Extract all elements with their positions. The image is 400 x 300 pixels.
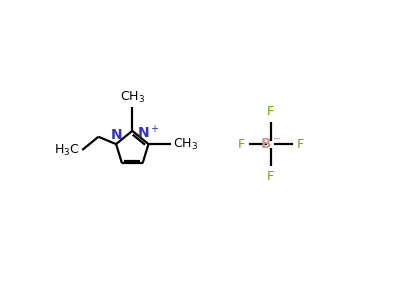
Text: F: F bbox=[238, 138, 245, 151]
Text: F: F bbox=[267, 106, 274, 118]
Text: F: F bbox=[267, 170, 274, 183]
Text: B$^-$: B$^-$ bbox=[260, 137, 282, 151]
Text: F: F bbox=[296, 138, 304, 151]
Text: CH$_3$: CH$_3$ bbox=[120, 90, 145, 105]
Text: H$_3$C: H$_3$C bbox=[54, 142, 80, 158]
Text: N: N bbox=[110, 128, 122, 142]
Text: CH$_3$: CH$_3$ bbox=[173, 136, 198, 152]
Text: N$^+$: N$^+$ bbox=[137, 124, 160, 142]
